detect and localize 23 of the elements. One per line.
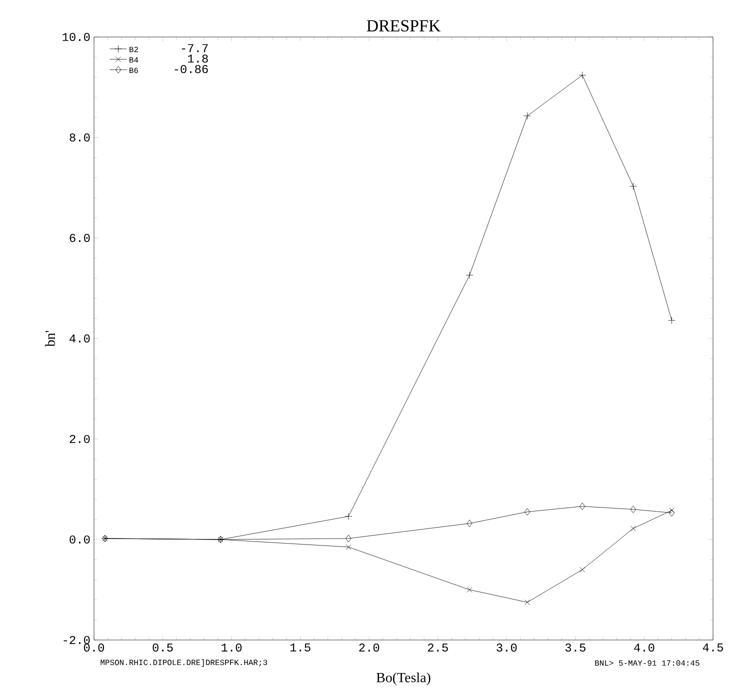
y-tick-label: 6.0 xyxy=(70,234,90,242)
annotation: -7.7 xyxy=(182,44,208,52)
annotation: -0.86 xyxy=(174,65,208,74)
x-tick-label: 1.0 xyxy=(222,644,242,652)
y-tick-label: -2.0 xyxy=(64,636,90,644)
x-tick-label: 1.5 xyxy=(290,644,310,652)
x-tick-label: 0.5 xyxy=(152,644,173,652)
y-tick-label: 10.0 xyxy=(62,32,90,42)
x-tick-label: 2.5 xyxy=(428,644,448,652)
x-tick-label: 2.0 xyxy=(359,644,380,652)
y-tick-label: 8.0 xyxy=(70,133,90,142)
x-tick-label: 3.0 xyxy=(496,644,517,652)
x-axis-title: Bo(Tesla) xyxy=(376,672,430,686)
y-axis-title: bn' xyxy=(45,330,55,347)
annotation: 1.8 xyxy=(188,54,208,63)
x-tick-label: 0.0 xyxy=(84,644,104,652)
chart-title: DRESPFK xyxy=(366,20,441,32)
x-tick-label: 4.5 xyxy=(702,644,724,652)
x-tick-label: 4.0 xyxy=(634,644,654,652)
y-tick-label: 0.0 xyxy=(70,535,90,544)
x-tick-label: 3.5 xyxy=(565,644,586,652)
y-tick-label: 4.0 xyxy=(70,334,90,343)
y-tick-label: 2.0 xyxy=(70,434,90,444)
